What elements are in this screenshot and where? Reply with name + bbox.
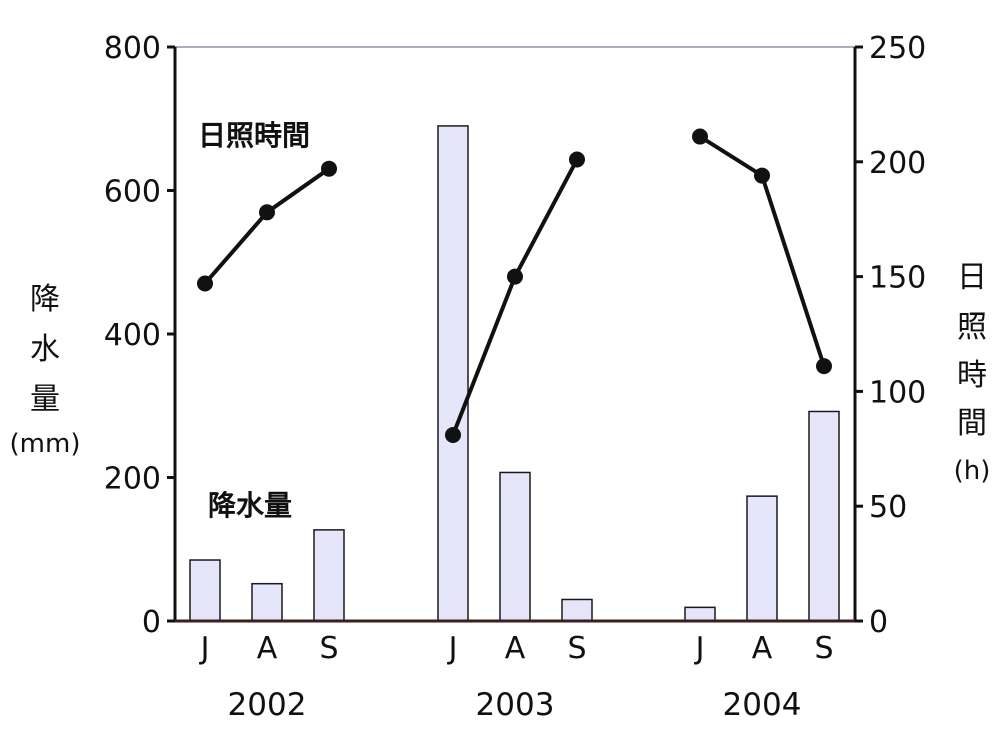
bars-layer — [189, 125, 840, 622]
left-tick-label: 400 — [104, 318, 161, 353]
rain-bar — [808, 410, 840, 622]
month-tick-label: S — [814, 631, 833, 666]
left-tick-label: 200 — [104, 462, 161, 497]
right-axis-title-char-2: 照 — [957, 310, 987, 345]
sunshine-point — [754, 167, 770, 184]
sunshine-point — [321, 160, 337, 177]
rain-series-label: 降水量 — [208, 489, 292, 522]
sunshine-line — [451, 158, 579, 436]
left-tick-label: 800 — [104, 31, 161, 66]
lines-layer — [197, 128, 832, 444]
left-axis-title-char-2: 水 — [30, 332, 60, 367]
rain-bar — [189, 559, 221, 622]
left-axis-title-char-3: 量 — [30, 382, 60, 417]
right-tick-label: 0 — [869, 605, 888, 640]
sunshine-point — [507, 268, 523, 285]
labels-layer: J A S 2002 J A S 2003 J A S 2004 — [199, 631, 834, 723]
year-label: 2002 — [228, 687, 307, 723]
month-tick-label: J — [199, 631, 210, 666]
rain-bar — [684, 606, 716, 622]
rain-bar — [313, 529, 345, 622]
left-axis-title-char-1: 降 — [30, 282, 60, 317]
sunshine-point — [816, 358, 832, 375]
right-axis-unit: (h) — [954, 456, 991, 486]
right-tick-label: 50 — [869, 490, 907, 525]
sunshine-series-label: 日照時間 — [198, 119, 310, 152]
sunshine-point — [259, 204, 275, 221]
month-tick-label: J — [447, 631, 458, 666]
left-tick-label: 0 — [142, 605, 161, 640]
right-axis-title-char-3: 時 — [957, 358, 987, 393]
sunshine-line — [203, 167, 331, 285]
year-label: 2004 — [723, 687, 802, 723]
rain-bar — [561, 598, 593, 622]
rain-bar — [251, 582, 283, 622]
month-tick-label: A — [505, 631, 526, 666]
month-tick-label: A — [257, 631, 278, 666]
month-tick-label: J — [694, 631, 705, 666]
sunshine-point — [692, 128, 708, 145]
year-label: 2003 — [476, 687, 555, 723]
left-axis-unit: (mm) — [10, 429, 81, 459]
right-axis-title-char-1: 日 — [957, 260, 987, 295]
right-tick-label: 200 — [869, 146, 926, 181]
sunshine-point — [197, 275, 213, 292]
rain-bar — [746, 495, 778, 622]
sunshine-point — [445, 427, 461, 444]
right-tick-label: 250 — [869, 31, 926, 66]
month-tick-label: A — [752, 631, 773, 666]
month-tick-label: S — [319, 631, 338, 666]
rain-bar — [499, 471, 531, 622]
left-tick-label: 600 — [104, 175, 161, 210]
ticks-layer: 0 200 400 600 800 0 50 100 150 200 250 — [104, 31, 927, 640]
right-tick-label: 150 — [869, 261, 926, 296]
month-tick-label: S — [567, 631, 586, 666]
right-axis-title-char-4: 間 — [957, 406, 987, 441]
rain-bar — [437, 125, 469, 622]
right-tick-label: 100 — [869, 375, 926, 410]
sunshine-point — [569, 151, 585, 168]
